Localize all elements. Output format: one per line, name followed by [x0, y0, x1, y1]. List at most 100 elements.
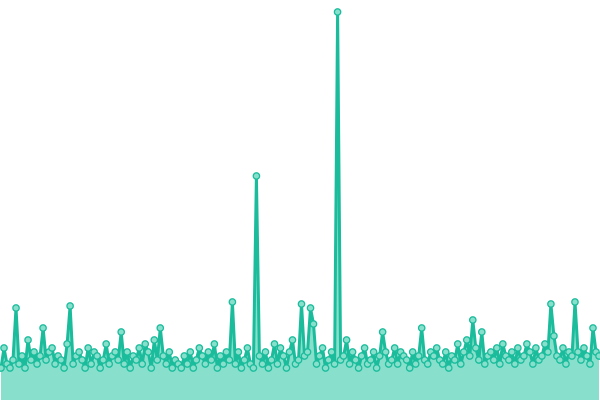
data-point: [36, 352, 44, 360]
data-point: [381, 348, 390, 356]
data-point: [147, 364, 156, 372]
data-point: [571, 298, 579, 306]
data-point: [12, 304, 20, 312]
data-point: [225, 356, 234, 364]
data-point: [315, 352, 324, 360]
data-point: [255, 352, 264, 360]
data-point: [264, 364, 273, 372]
data-point: [111, 348, 120, 356]
data-point: [465, 352, 474, 360]
data-point: [402, 356, 411, 364]
data-point: [21, 364, 29, 372]
data-point: [51, 360, 59, 368]
data-point: [162, 360, 171, 368]
data-point: [201, 360, 210, 368]
data-point: [9, 356, 17, 364]
data-point: [544, 348, 552, 356]
data-point: [18, 352, 26, 360]
data-point: [189, 364, 198, 372]
data-point: [63, 340, 71, 348]
data-point: [444, 364, 453, 372]
data-point: [48, 344, 56, 352]
data-point: [207, 356, 216, 364]
data-point: [99, 356, 108, 364]
data-point: [372, 364, 381, 372]
data-point: [33, 360, 41, 368]
data-point: [276, 344, 285, 352]
data-point: [414, 352, 423, 360]
data-point: [261, 348, 270, 356]
data-point: [574, 348, 582, 356]
data-point: [450, 356, 459, 364]
data-point: [523, 340, 531, 348]
data-point: [486, 348, 495, 356]
data-point: [504, 356, 513, 364]
data-point: [348, 348, 357, 356]
data-point: [180, 352, 189, 360]
data-point: [459, 348, 468, 356]
data-point: [583, 352, 591, 360]
data-point: [165, 348, 174, 356]
data-point: [432, 344, 441, 352]
data-point: [84, 344, 92, 352]
data-point: [168, 364, 177, 372]
data-point: [562, 360, 570, 368]
data-point: [243, 344, 252, 352]
data-point: [354, 364, 363, 372]
data-point: [303, 348, 312, 356]
data-point: [330, 360, 339, 368]
data-point: [480, 360, 489, 368]
data-point: [156, 324, 165, 332]
data-point: [526, 348, 534, 356]
data-point: [342, 336, 351, 344]
data-point: [514, 344, 522, 352]
data-point: [132, 356, 141, 364]
data-point: [577, 356, 585, 364]
data-point: [441, 348, 450, 356]
data-point: [204, 348, 213, 356]
data-point: [222, 348, 231, 356]
data-point: [267, 356, 276, 364]
data-point: [15, 360, 23, 368]
data-point: [456, 360, 465, 368]
data-point: [580, 344, 588, 352]
data-point: [177, 364, 186, 372]
data-point: [195, 344, 204, 352]
data-point: [210, 340, 219, 348]
data-point: [309, 320, 318, 328]
data-point: [87, 360, 96, 368]
data-point: [538, 352, 546, 360]
data-point: [24, 336, 32, 344]
data-point: [96, 364, 105, 372]
data-point: [306, 304, 315, 312]
data-point: [556, 356, 564, 364]
data-point: [366, 356, 375, 364]
data-point: [378, 328, 387, 336]
data-point: [511, 360, 519, 368]
data-point: [438, 360, 447, 368]
data-point: [252, 172, 261, 180]
data-point: [60, 364, 68, 372]
data-point: [183, 360, 192, 368]
data-point: [360, 344, 369, 352]
data-point: [471, 344, 480, 352]
data-point: [219, 360, 228, 368]
data-point: [144, 348, 153, 356]
data-point: [387, 356, 396, 364]
data-point: [595, 352, 600, 360]
data-point: [0, 344, 8, 352]
data-point: [375, 352, 384, 360]
data-point: [327, 348, 336, 356]
data-point: [357, 352, 366, 360]
data-point: [279, 352, 288, 360]
data-point: [249, 364, 258, 372]
data-point: [417, 324, 426, 332]
data-point: [213, 364, 222, 372]
data-point: [462, 336, 471, 344]
data-point: [192, 356, 201, 364]
data-point: [324, 356, 333, 364]
data-point: [495, 360, 504, 368]
data-point: [586, 360, 594, 368]
data-point: [589, 324, 597, 332]
data-point: [369, 348, 378, 356]
